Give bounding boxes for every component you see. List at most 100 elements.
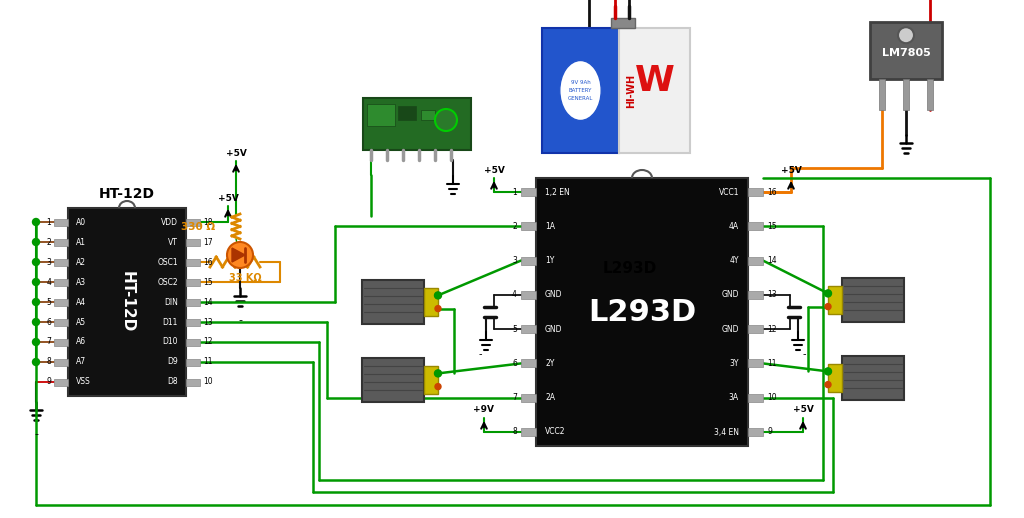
Bar — [362, 358, 424, 402]
Text: 5: 5 — [46, 297, 51, 307]
Text: 10: 10 — [203, 378, 213, 386]
Text: 13: 13 — [203, 318, 213, 326]
Bar — [186, 358, 200, 366]
Bar — [927, 79, 933, 110]
Circle shape — [33, 219, 40, 225]
Bar — [398, 106, 416, 120]
Text: 14: 14 — [203, 297, 213, 307]
Text: BATTERY: BATTERY — [568, 88, 592, 93]
Bar — [618, 28, 690, 153]
Text: 12: 12 — [767, 325, 776, 334]
Text: 17: 17 — [203, 237, 213, 247]
Bar — [611, 18, 635, 28]
Circle shape — [33, 358, 40, 366]
Bar — [186, 379, 200, 385]
Text: A5: A5 — [76, 318, 86, 326]
Text: A0: A0 — [76, 218, 86, 226]
Text: 2Y: 2Y — [545, 359, 554, 368]
Bar — [536, 178, 748, 446]
Text: 1,2 EN: 1,2 EN — [545, 188, 569, 196]
Circle shape — [824, 368, 831, 375]
Bar — [748, 428, 763, 436]
Circle shape — [434, 292, 441, 299]
Text: HI-WH: HI-WH — [626, 74, 636, 108]
Circle shape — [435, 370, 441, 377]
Text: +5V: +5V — [780, 165, 802, 175]
Text: VT: VT — [168, 237, 178, 247]
Text: +5V: +5V — [225, 149, 247, 157]
Bar — [521, 394, 536, 402]
Bar — [748, 291, 763, 299]
Text: OSC1: OSC1 — [158, 257, 178, 266]
Bar — [54, 298, 68, 306]
Circle shape — [33, 279, 40, 285]
Text: HT-12D: HT-12D — [99, 187, 155, 201]
Text: VCC1: VCC1 — [719, 188, 739, 196]
Text: 16: 16 — [203, 257, 213, 266]
Text: 3A: 3A — [729, 393, 739, 402]
Text: A2: A2 — [76, 257, 86, 266]
Circle shape — [33, 319, 40, 325]
Text: 11: 11 — [767, 359, 776, 368]
Bar — [362, 280, 424, 324]
Text: 3,4 EN: 3,4 EN — [714, 427, 739, 437]
Text: 7: 7 — [46, 338, 51, 347]
Bar — [186, 279, 200, 285]
Text: 5: 5 — [512, 325, 517, 334]
Text: 4: 4 — [46, 278, 51, 286]
Bar — [54, 379, 68, 385]
Bar — [879, 79, 885, 110]
Circle shape — [824, 290, 831, 297]
Bar — [842, 278, 904, 322]
Bar — [828, 364, 842, 392]
Polygon shape — [232, 248, 245, 262]
Circle shape — [33, 238, 40, 246]
Bar — [186, 238, 200, 246]
Circle shape — [33, 258, 40, 266]
Circle shape — [825, 291, 831, 296]
Bar — [54, 358, 68, 366]
Text: VDD: VDD — [161, 218, 178, 226]
Bar — [521, 428, 536, 436]
Text: -: - — [802, 349, 806, 359]
Bar — [748, 188, 763, 196]
Text: 1: 1 — [512, 188, 517, 196]
Circle shape — [435, 384, 441, 390]
Text: D9: D9 — [167, 357, 178, 367]
Bar — [421, 110, 435, 120]
Text: A4: A4 — [76, 297, 86, 307]
Bar — [842, 356, 904, 400]
Text: A1: A1 — [76, 237, 86, 247]
Bar — [186, 338, 200, 346]
Circle shape — [435, 109, 457, 131]
Bar — [748, 394, 763, 402]
Text: A7: A7 — [76, 357, 86, 367]
Text: LM7805: LM7805 — [882, 48, 931, 58]
Text: GND: GND — [722, 291, 739, 299]
Text: 15: 15 — [767, 222, 776, 231]
Text: +5V: +5V — [483, 165, 505, 175]
Text: HT-12D: HT-12D — [120, 271, 134, 333]
Text: +9V: +9V — [473, 406, 495, 414]
Bar — [521, 188, 536, 196]
Text: 18: 18 — [203, 218, 213, 226]
Bar — [424, 288, 438, 316]
Bar — [903, 79, 909, 110]
Bar — [68, 208, 186, 396]
Text: 33 KΩ: 33 KΩ — [228, 273, 261, 283]
Text: 2: 2 — [46, 237, 51, 247]
Bar — [186, 258, 200, 266]
Text: 1Y: 1Y — [545, 256, 554, 265]
Text: 4Y: 4Y — [729, 256, 739, 265]
Bar — [748, 256, 763, 265]
Text: 10: 10 — [767, 393, 776, 402]
Text: A6: A6 — [76, 338, 86, 347]
Circle shape — [434, 370, 441, 377]
Text: GND: GND — [722, 325, 739, 334]
Bar — [54, 258, 68, 266]
Text: D11: D11 — [163, 318, 178, 326]
Bar — [748, 222, 763, 231]
Text: OSC2: OSC2 — [158, 278, 178, 286]
Text: +5V: +5V — [793, 406, 813, 414]
Text: 3: 3 — [46, 257, 51, 266]
